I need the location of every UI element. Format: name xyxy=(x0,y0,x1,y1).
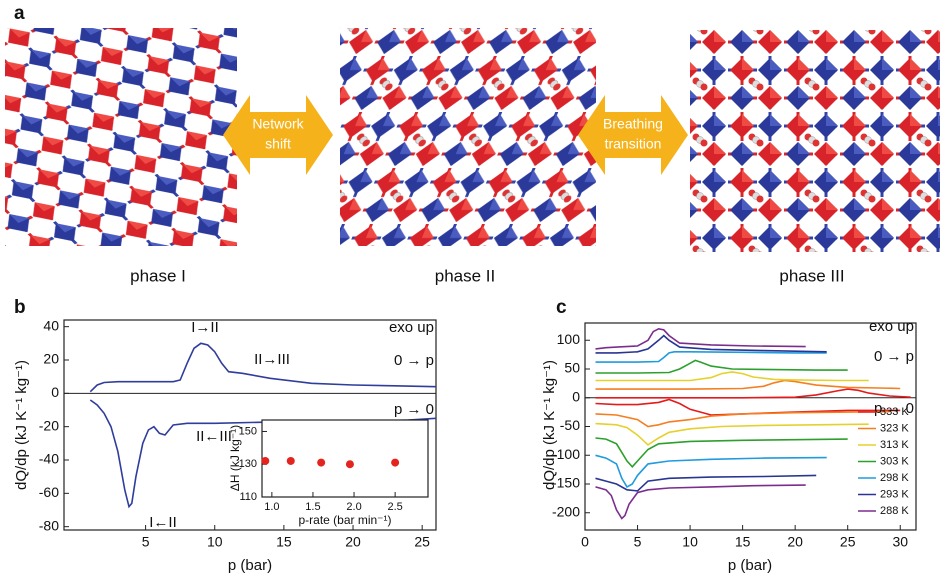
x-tick-label: 30 xyxy=(892,533,908,549)
phase-i-structure xyxy=(5,28,237,246)
y-tick-label: -40 xyxy=(39,451,59,467)
point xyxy=(287,457,295,465)
legend-label: 303 K xyxy=(880,455,909,467)
panel-label: a xyxy=(14,3,25,24)
panel-label: c xyxy=(556,297,567,318)
point xyxy=(261,457,269,465)
x-tick-label: 20 xyxy=(345,533,361,549)
y-tick-label: -80 xyxy=(39,517,59,533)
phase-iii-structure xyxy=(690,30,940,252)
arrow-label: transition xyxy=(605,136,662,152)
x-axis-label: p (bar) xyxy=(728,557,772,574)
y-tick-label: 50 xyxy=(564,360,580,376)
annotation: exo up xyxy=(389,319,434,336)
annotation: I←II xyxy=(149,514,177,531)
legend-label: 333 K xyxy=(880,406,909,418)
phase-label: phase II xyxy=(435,266,496,285)
legend-label: 298 K xyxy=(880,472,909,484)
arrow-label: shift xyxy=(265,136,291,152)
y-tick-label: 40 xyxy=(43,317,59,333)
x-tick-label: 25 xyxy=(840,533,856,549)
legend-label: 323 K xyxy=(880,422,909,434)
phase-label: phase III xyxy=(779,266,844,285)
point xyxy=(346,460,354,468)
y-tick-label: -50 xyxy=(560,417,580,433)
annotation: 0 → p xyxy=(874,348,914,365)
x-tick-label: 5 xyxy=(634,533,642,549)
x-tick-label: 10 xyxy=(207,533,223,549)
phase-ii-structure xyxy=(340,28,596,246)
legend-label: 293 K xyxy=(880,488,909,500)
x-tick-label: 1.0 xyxy=(264,501,279,513)
figure: Network shift Breathing transition phase… xyxy=(0,0,943,579)
annotation: II→III xyxy=(254,351,290,368)
arrow-label: Network xyxy=(252,116,304,132)
annotation: I→II xyxy=(191,319,219,336)
annotation: 0 → p xyxy=(394,352,434,369)
x-axis-label: p (bar) xyxy=(228,557,272,574)
panel-label: b xyxy=(14,297,26,318)
y-tick-label: 20 xyxy=(43,351,59,367)
x-tick-label: 15 xyxy=(276,533,292,549)
y-tick-label: -60 xyxy=(39,484,59,500)
x-tick-label: 2.5 xyxy=(387,501,402,513)
x-tick-label: 25 xyxy=(414,533,430,549)
x-tick-label: 2.0 xyxy=(346,501,361,513)
plot-frame xyxy=(262,420,428,497)
y-axis-label: ΔH (kJ kg⁻¹) xyxy=(228,425,242,491)
legend-label: 313 K xyxy=(880,439,909,451)
point xyxy=(317,459,325,467)
x-tick-label: 20 xyxy=(787,533,803,549)
y-axis-label: dQ/dp (kJ K⁻¹ kg⁻¹) xyxy=(541,360,558,490)
y-tick-label: -20 xyxy=(39,417,59,433)
point xyxy=(391,459,399,467)
arrow-label: Breathing xyxy=(603,116,663,132)
annotation: p → 0 xyxy=(394,401,434,418)
y-tick-label: 0 xyxy=(51,384,59,400)
y-tick-label: 0 xyxy=(572,388,580,404)
x-tick-label: 1.5 xyxy=(305,501,320,513)
y-tick-label: 100 xyxy=(557,331,581,347)
annotation: II←III xyxy=(196,428,232,445)
y-tick-label: 110 xyxy=(239,491,257,503)
y-axis-label: dQ/dp (kJ K⁻¹ kg⁻¹) xyxy=(13,360,30,490)
x-tick-label: 15 xyxy=(735,533,751,549)
x-tick-label: 10 xyxy=(682,533,698,549)
x-axis-label: p-rate (bar min⁻¹) xyxy=(298,513,391,527)
x-tick-label: 5 xyxy=(142,533,150,549)
x-tick-label: 0 xyxy=(581,533,589,549)
legend-label: 288 K xyxy=(880,505,909,517)
phase-label: phase I xyxy=(130,266,186,285)
y-tick-label: -200 xyxy=(552,503,580,519)
annotation: exo up xyxy=(869,318,914,335)
